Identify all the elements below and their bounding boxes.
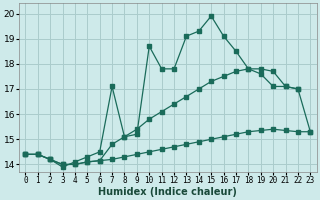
X-axis label: Humidex (Indice chaleur): Humidex (Indice chaleur)	[98, 187, 237, 197]
